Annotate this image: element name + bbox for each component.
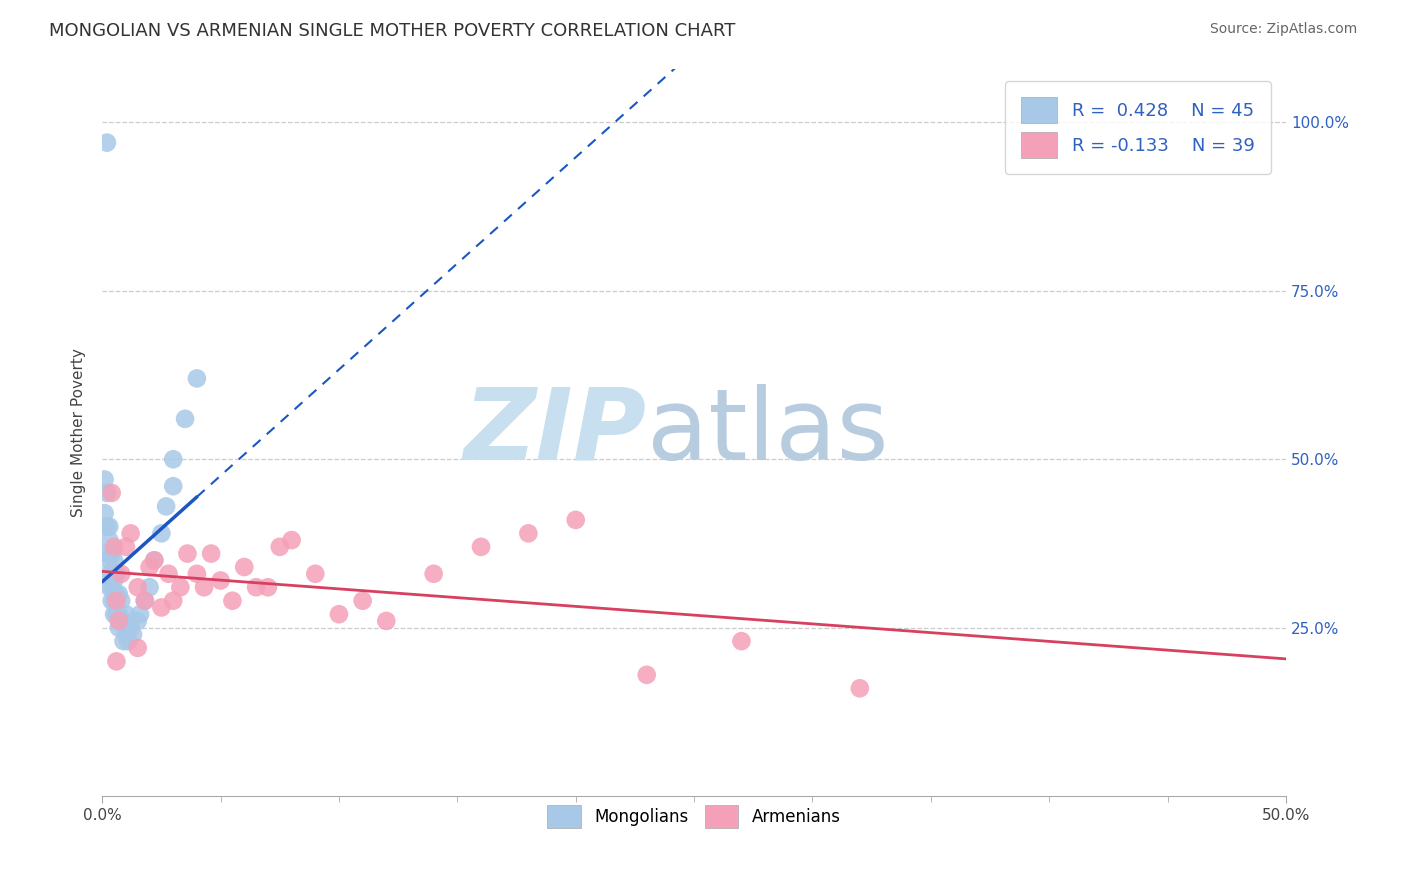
Point (110, 566, 132, 581)
Point (105, 607, 128, 622)
Point (110, 614, 132, 628)
Legend: Mongolians, Armenians: Mongolians, Armenians (541, 798, 848, 835)
Point (107, 607, 129, 622)
Point (100, 580, 122, 594)
Point (98, 553, 121, 567)
Point (122, 627, 145, 641)
Point (115, 627, 138, 641)
Point (186, 566, 208, 581)
Point (134, 593, 156, 607)
Point (155, 500, 177, 514)
Point (200, 547, 222, 561)
Point (100, 593, 122, 607)
Point (636, 668, 658, 682)
Point (375, 614, 398, 628)
Point (138, 580, 160, 594)
Point (849, 681, 872, 696)
Point (193, 580, 215, 594)
Point (96, 136, 118, 150)
Point (150, 600, 173, 615)
Point (221, 593, 243, 607)
Point (107, 614, 129, 628)
Point (186, 371, 208, 385)
Point (176, 547, 198, 561)
Point (143, 553, 166, 567)
Point (103, 607, 125, 622)
Point (115, 607, 138, 622)
Point (257, 580, 280, 594)
Point (134, 593, 156, 607)
Point (103, 553, 125, 567)
Point (105, 593, 128, 607)
Point (98, 519, 121, 533)
Point (245, 580, 267, 594)
Point (157, 566, 180, 581)
Text: Source: ZipAtlas.com: Source: ZipAtlas.com (1209, 22, 1357, 37)
Point (115, 540, 138, 554)
Point (93, 473, 115, 487)
Text: atlas: atlas (647, 384, 889, 481)
Point (96, 519, 118, 533)
Point (209, 574, 232, 588)
Point (100, 486, 122, 500)
Point (117, 634, 139, 648)
Point (120, 621, 142, 635)
Point (112, 634, 135, 648)
Point (96, 486, 118, 500)
Point (98, 580, 121, 594)
Point (470, 540, 492, 554)
Point (105, 654, 128, 668)
Point (169, 580, 191, 594)
Point (143, 553, 166, 567)
Point (304, 566, 326, 581)
Point (150, 526, 173, 541)
Point (517, 526, 540, 541)
Point (129, 607, 152, 622)
Point (110, 593, 132, 607)
Point (162, 452, 184, 467)
Point (730, 634, 752, 648)
Point (100, 547, 122, 561)
Y-axis label: Single Mother Poverty: Single Mother Poverty (72, 348, 86, 516)
Point (269, 540, 291, 554)
Point (96, 547, 118, 561)
Text: MONGOLIAN VS ARMENIAN SINGLE MOTHER POVERTY CORRELATION CHART: MONGOLIAN VS ARMENIAN SINGLE MOTHER POVE… (49, 22, 735, 40)
Point (103, 574, 125, 588)
Point (103, 593, 125, 607)
Point (103, 540, 125, 554)
Point (422, 566, 444, 581)
Point (352, 593, 374, 607)
Point (112, 614, 135, 628)
Text: ZIP: ZIP (464, 384, 647, 481)
Point (127, 614, 149, 628)
Point (93, 506, 115, 520)
Point (98, 533, 121, 547)
Point (105, 587, 128, 601)
Point (138, 560, 160, 574)
Point (107, 621, 129, 635)
Point (98, 566, 121, 581)
Point (174, 412, 197, 426)
Point (127, 640, 149, 655)
Point (328, 607, 350, 622)
Point (100, 566, 122, 581)
Point (120, 526, 142, 541)
Point (105, 566, 128, 581)
Point (162, 479, 184, 493)
Point (162, 593, 184, 607)
Point (280, 533, 302, 547)
Point (107, 587, 129, 601)
Point (127, 580, 149, 594)
Point (564, 513, 586, 527)
Point (233, 560, 256, 574)
